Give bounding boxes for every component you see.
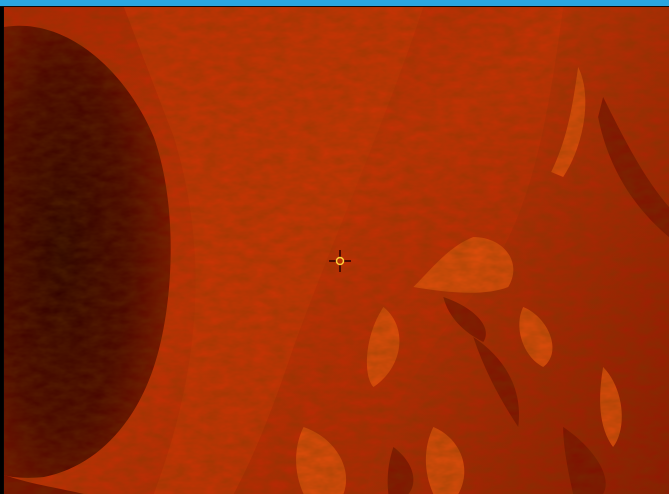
crosshair-icon[interactable] [329,250,351,272]
image-viewport[interactable] [3,7,669,494]
surface-image [4,7,669,494]
title-bar [0,0,669,7]
